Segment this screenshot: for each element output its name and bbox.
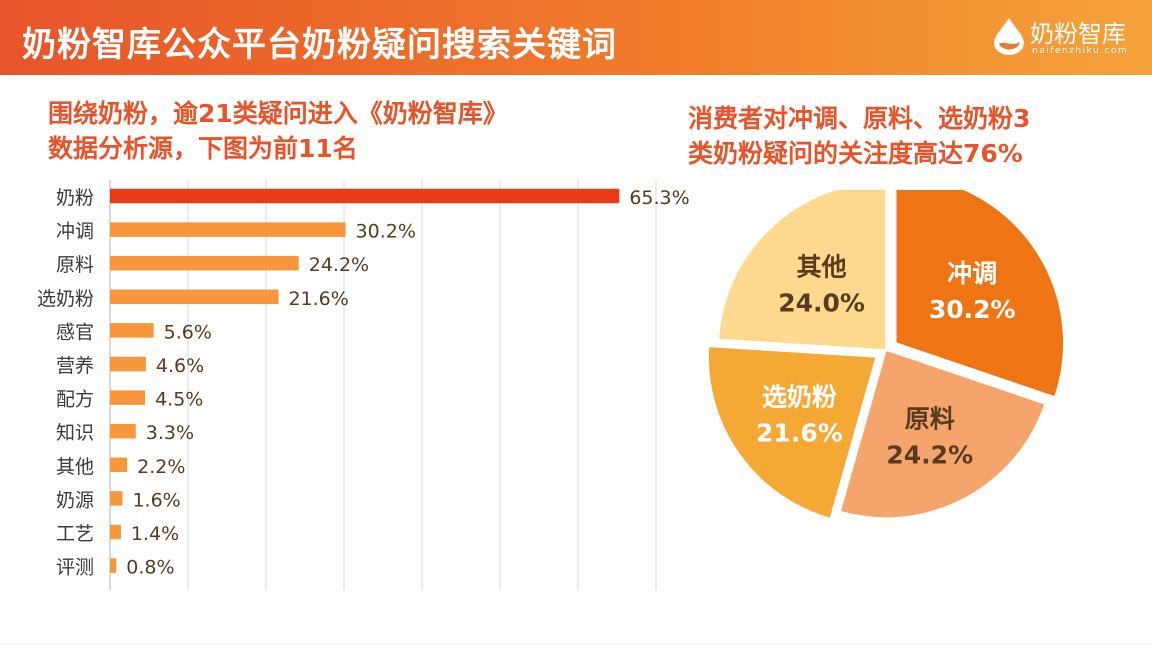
bar-value-label: 21.6% — [288, 288, 348, 310]
pie-slice — [839, 349, 1047, 519]
pie-chart-headline: 消费者对冲调、原料、选奶粉3 类奶粉疑问的关注度高达76% — [688, 101, 1128, 171]
category-label: 感官 — [56, 321, 94, 343]
bar-value-label: 4.6% — [156, 355, 204, 377]
bar-value-label: 30.2% — [356, 221, 416, 243]
bar — [110, 491, 123, 506]
pie-slice — [717, 190, 887, 351]
pie-headline-line-1: 消费者对冲调、原料、选奶粉3 — [688, 104, 1031, 133]
pie-slice — [895, 190, 1065, 398]
logo-domain: naifenzhiku.com — [1032, 46, 1129, 56]
logo-name: 奶粉智库 — [1030, 20, 1126, 48]
category-label: 选奶粉 — [37, 288, 94, 310]
pie-headline-line-2: 类奶粉疑问的关注度高达76% — [688, 139, 1023, 168]
bar-value-label: 5.6% — [164, 321, 212, 343]
bar-value-label: 3.3% — [146, 422, 194, 444]
bar — [110, 255, 299, 271]
bar — [110, 457, 128, 473]
pie-slice-label: 选奶粉 — [762, 382, 837, 411]
title-banner: 奶粉智库公众平台奶粉疑问搜索关键词 奶粉智库 naifenzhiku.com — [0, 0, 1152, 75]
brand-logo: 奶粉智库 naifenzhiku.com — [990, 10, 1140, 60]
bar — [110, 289, 279, 305]
category-label: 知识 — [56, 422, 94, 444]
bar-value-label: 24.2% — [309, 254, 369, 276]
bar — [110, 390, 146, 405]
category-label: 原料 — [56, 254, 94, 276]
pie-slice-value: 21.6% — [756, 418, 843, 447]
bar — [110, 524, 121, 540]
bar-value-label: 65.3% — [629, 187, 689, 209]
bar-value-label: 1.4% — [131, 523, 179, 545]
bar-value-label: 0.8% — [126, 557, 174, 579]
category-label: 评测 — [56, 557, 94, 579]
category-label: 奶源 — [56, 489, 94, 511]
bar — [110, 423, 136, 439]
page-title: 奶粉智库公众平台奶粉疑问搜索关键词 — [22, 25, 617, 65]
pie-slice-label: 其他 — [797, 252, 847, 281]
pie-slice-value: 24.0% — [778, 288, 865, 317]
bar — [110, 558, 117, 573]
bar — [110, 222, 346, 237]
bar — [110, 188, 620, 204]
bar-value-label: 4.5% — [155, 389, 203, 411]
category-label: 其他 — [56, 456, 94, 478]
pie-slice-label: 原料 — [905, 404, 955, 433]
pie-slice — [707, 345, 878, 520]
bar-value-label: 1.6% — [132, 489, 180, 511]
category-label: 奶粉 — [56, 187, 94, 209]
bar-headline-line-1: 围绕奶粉，逾21类疑问进入《奶粉智库》 — [48, 99, 508, 128]
pie-chart: 冲调 30.2% 原料 24.2% 选奶粉 21.6% 其他 24.0% — [707, 190, 1065, 520]
footer-divider — [0, 644, 1152, 645]
bar-chart-headline: 围绕奶粉，逾21类疑问进入《奶粉智库》 数据分析源，下图为前11名 — [48, 96, 638, 166]
bar-chart: 奶粉 65.3% 冲调 30.2% 原料 24.2% 选奶粉 21.6% 感官 5.6% 营养 4.6… — [37, 180, 690, 590]
bar-value-label: 2.2% — [137, 456, 185, 478]
bar — [110, 323, 154, 338]
bar-headline-line-2: 数据分析源，下图为前11名 — [48, 134, 358, 163]
category-label: 冲调 — [56, 221, 94, 243]
pie-slice-label: 冲调 — [947, 259, 997, 288]
pie-slice-value: 24.2% — [886, 440, 973, 469]
bar — [110, 356, 146, 372]
milk-drop-icon — [994, 18, 1024, 55]
category-label: 配方 — [56, 389, 94, 411]
pie-slice-value: 30.2% — [929, 295, 1016, 324]
category-label: 营养 — [56, 355, 94, 377]
category-label: 工艺 — [56, 523, 94, 545]
